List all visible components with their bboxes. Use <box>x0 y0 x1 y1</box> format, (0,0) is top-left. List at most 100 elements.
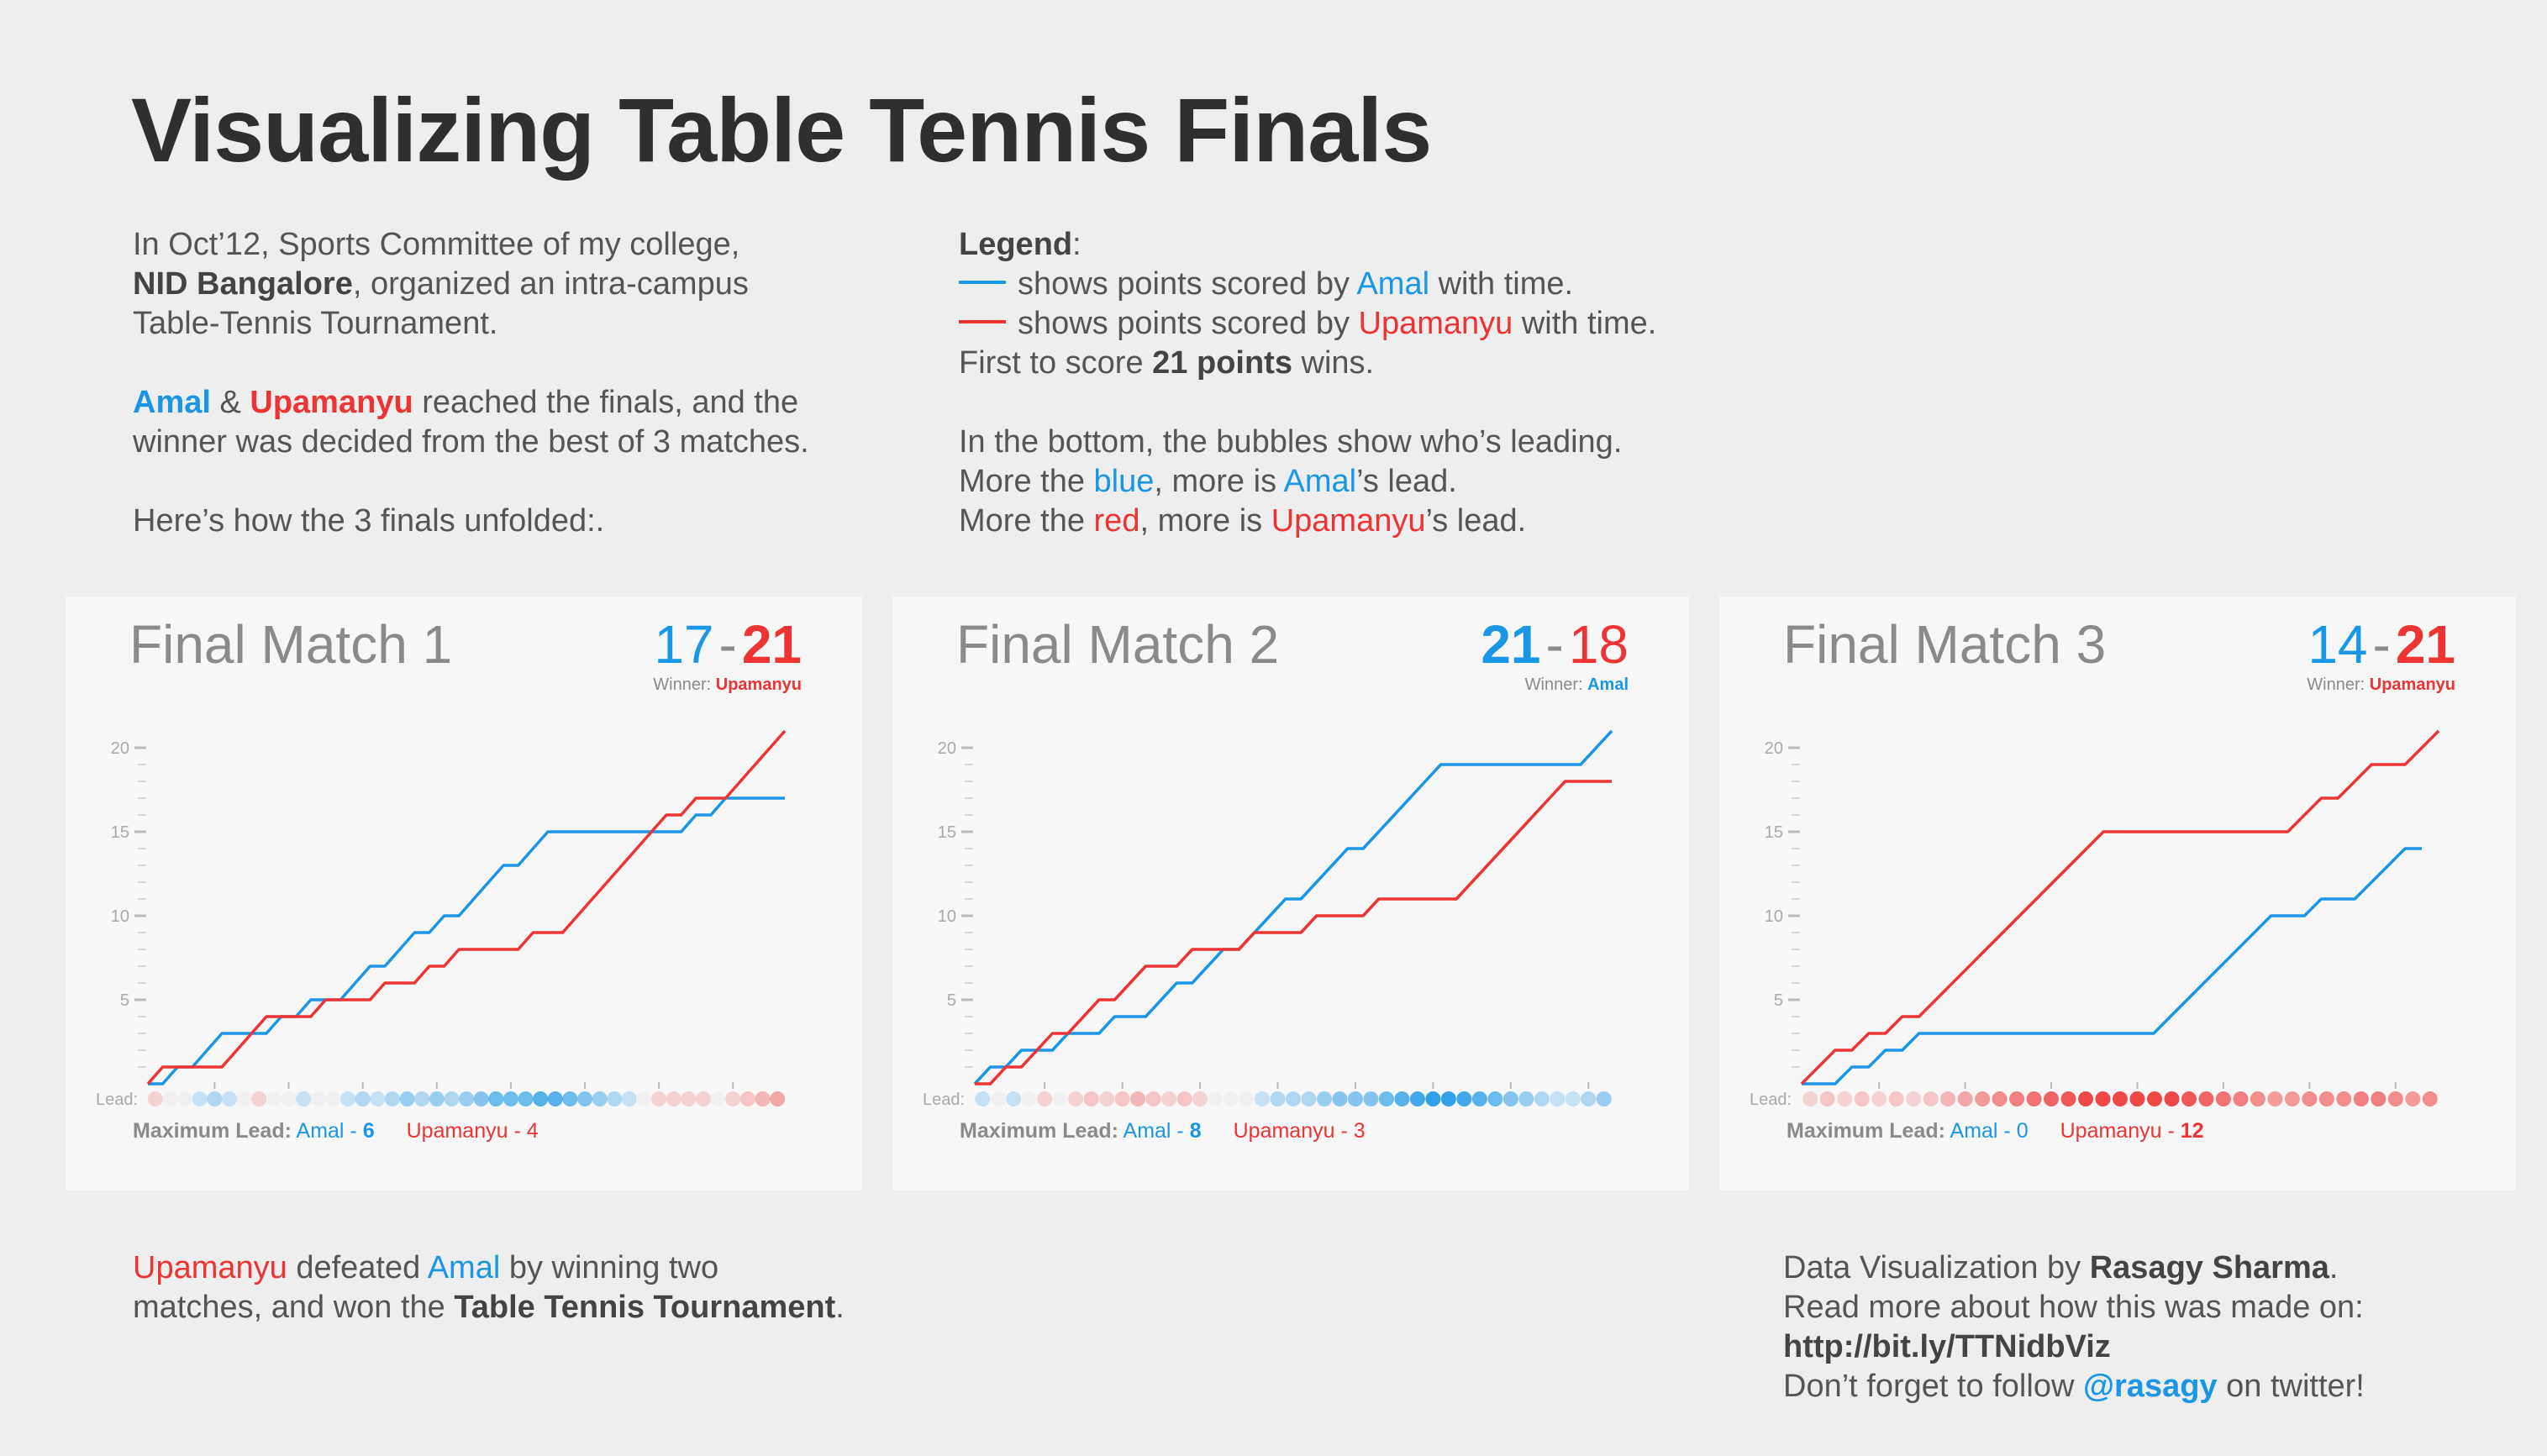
score-upamanyu: 21 <box>2395 614 2455 675</box>
lead-bubble <box>710 1091 726 1106</box>
max-lead-amal: 8 <box>1189 1119 1202 1143</box>
lead-bubble <box>975 1091 991 1106</box>
series-line-amal <box>1802 847 2423 1085</box>
lead-bubble <box>2233 1091 2249 1106</box>
lead-bubble <box>1255 1091 1271 1106</box>
lead-bubble <box>281 1091 297 1106</box>
legend-item-upamanyu: shows points scored by Upamanyu with tim… <box>959 304 1715 344</box>
winner-name: Upamanyu <box>2369 675 2455 694</box>
lead-bubble <box>2267 1091 2283 1106</box>
lead-bubble <box>1992 1091 2008 1106</box>
red-line-swatch <box>959 319 1006 323</box>
player-upamanyu: Upamanyu <box>250 385 413 420</box>
score-upamanyu: 21 <box>741 614 802 675</box>
player-amal: Amal <box>133 385 211 420</box>
intro-line: Amal & Upamanyu reached the finals, and … <box>133 385 799 420</box>
max-lead-amal: 6 <box>362 1119 375 1143</box>
lead-bubble <box>2181 1091 2197 1106</box>
lead-bubble <box>1940 1091 1956 1106</box>
lead-bubble <box>607 1091 623 1106</box>
lead-bubble <box>739 1091 755 1106</box>
winner-name: Amal <box>1587 675 1629 694</box>
lead-bubble <box>1161 1091 1177 1106</box>
college-name: NID Bangalore <box>133 266 353 302</box>
twitter-handle[interactable]: @rasagy <box>2082 1369 2218 1404</box>
lead-bubble <box>1068 1091 1084 1106</box>
y-tick-label: 10 <box>1765 907 1783 926</box>
lead-bubble <box>488 1091 504 1106</box>
lead-bubble <box>2113 1091 2128 1106</box>
lead-bubble <box>2009 1091 2025 1106</box>
max-lead: Maximum Lead: Amal - 0 Upamanyu - 12 <box>1787 1119 2204 1143</box>
lead-bubble <box>2198 1091 2214 1106</box>
lead-bubble <box>177 1091 193 1106</box>
lead-bubble <box>355 1091 371 1106</box>
lead-bubble <box>681 1091 697 1106</box>
author-name: Rasagy Sharma <box>2089 1250 2329 1285</box>
lead-bubble <box>2405 1091 2421 1106</box>
lead-bubble <box>725 1091 741 1106</box>
max-lead-upamanyu: 4 <box>526 1119 539 1143</box>
lead-label: Lead: <box>1750 1091 1792 1109</box>
credits: Data Visualization by Rasagy Sharma. Rea… <box>1783 1250 2365 1404</box>
max-lead: Maximum Lead: Amal - 8 Upamanyu - 3 <box>960 1119 1366 1143</box>
lead-bubble <box>1565 1091 1581 1106</box>
lead-bubble <box>1239 1091 1255 1106</box>
legend-rule: First to score 21 points wins. <box>959 345 1375 381</box>
y-tick-label: 10 <box>938 907 956 926</box>
match-panel-3: 5 10 15 20 Lead: Final Match 3 14-21 Winner:… <box>1719 597 2516 1191</box>
blue-line-swatch <box>959 280 1006 284</box>
legend: Legend: shows points scored by Amal with… <box>959 225 1715 541</box>
score-amal: 21 <box>1481 614 1541 675</box>
lead-bubble <box>1409 1091 1425 1106</box>
lead-bubble <box>2336 1091 2352 1106</box>
intro-text: In Oct’12, Sports Committee of my colleg… <box>133 225 872 541</box>
player-amal: Amal <box>427 1250 501 1285</box>
lead-bubble <box>399 1091 415 1106</box>
y-tick-label: 5 <box>1774 991 1783 1010</box>
lead-bubble <box>1301 1091 1317 1106</box>
lead-bubble <box>1854 1091 1870 1106</box>
lead-bubble <box>162 1091 178 1106</box>
lead-bubble <box>562 1091 578 1106</box>
lead-bubble <box>2164 1091 2180 1106</box>
match-chart-3: 5 10 15 20 Lead: <box>1750 729 2440 1109</box>
lead-bubble <box>1456 1091 1472 1106</box>
lead-bubble <box>1363 1091 1379 1106</box>
match-title: Final Match 2 <box>956 614 1280 675</box>
y-tick-label: 20 <box>938 739 956 758</box>
lead-bubble <box>429 1091 445 1106</box>
lead-bubble <box>414 1091 430 1106</box>
intro-line: In Oct’12, Sports Committee of my colleg… <box>133 227 740 262</box>
legend-bubbles-red: More the red, more is Upamanyu’s lead. <box>959 503 1527 539</box>
y-tick-label: 10 <box>111 907 129 926</box>
lead-bubble <box>2353 1091 2369 1106</box>
lead-bubble <box>2146 1091 2162 1106</box>
lead-bubble <box>666 1091 681 1106</box>
source-link[interactable]: http://bit.ly/TTNidbViz <box>1783 1329 2111 1364</box>
lead-bubble <box>2371 1091 2386 1106</box>
match-chart-2: 5 10 15 20 Lead: <box>923 729 1613 1109</box>
max-lead-amal: 0 <box>2016 1119 2029 1143</box>
lead-bubble <box>1487 1091 1503 1106</box>
match-chart-1: 5 10 15 20 Lead: <box>96 729 787 1109</box>
lead-bubble <box>1906 1091 1922 1106</box>
page-title: Visualizing Table Tennis Finals <box>131 79 1432 181</box>
y-tick-label: 20 <box>111 739 129 758</box>
lead-bubble <box>1083 1091 1099 1106</box>
lead-bubble <box>1502 1091 1518 1106</box>
lead-bubble <box>1819 1091 1835 1106</box>
lead-bubble <box>1176 1091 1192 1106</box>
lead-bubble <box>651 1091 667 1106</box>
lead-bubble <box>2095 1091 2111 1106</box>
lead-bubble <box>1286 1091 1301 1106</box>
lead-bubble <box>370 1091 386 1106</box>
lead-bubble <box>147 1091 163 1106</box>
lead-bubble <box>592 1091 608 1106</box>
lead-label: Lead: <box>96 1091 138 1109</box>
lead-bubble <box>533 1091 549 1106</box>
legend-heading: Legend <box>959 227 1073 262</box>
score-amal: 14 <box>2308 614 2368 675</box>
lead-bubble <box>1534 1091 1550 1106</box>
series-line-upamanyu <box>975 780 1612 1085</box>
